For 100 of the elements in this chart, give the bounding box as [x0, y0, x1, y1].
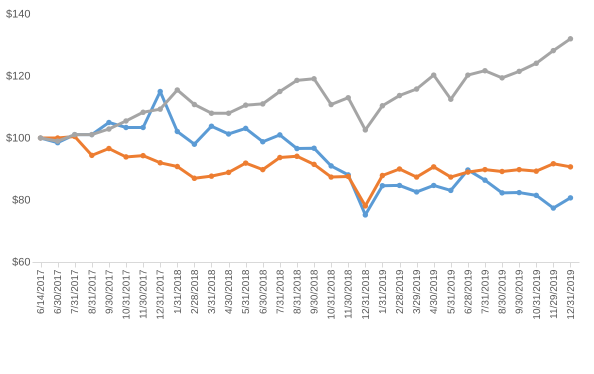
x-tick-label: 6/30/2018	[258, 269, 270, 314]
point	[414, 86, 420, 92]
point	[260, 138, 266, 144]
point	[534, 192, 540, 198]
x-tick-label: 2/28/2019	[395, 269, 406, 314]
x-tick-label: 10/31/2017	[122, 269, 133, 320]
x-tick-label: 12/31/2019	[566, 269, 577, 320]
point	[499, 168, 505, 174]
point	[277, 88, 283, 94]
x-tick-label: 8/31/2017	[87, 269, 98, 314]
y-tick-label: $60	[12, 256, 30, 268]
point	[242, 102, 248, 108]
point	[328, 174, 334, 180]
point	[123, 118, 129, 124]
point	[482, 68, 488, 74]
point	[430, 182, 436, 188]
point	[396, 182, 402, 188]
x-tick-label: 7/31/2018	[275, 269, 286, 314]
x-tick-label: 5/31/2019	[446, 269, 458, 314]
x-tick-label: 7/31/2019	[480, 269, 492, 314]
point	[396, 92, 402, 98]
point	[242, 160, 248, 166]
point	[568, 164, 574, 170]
point	[414, 189, 420, 195]
x-tick-label: 9/30/2019	[514, 269, 526, 314]
point	[482, 166, 488, 172]
point	[345, 94, 351, 100]
point	[380, 103, 386, 108]
point	[242, 126, 248, 132]
point	[226, 131, 232, 137]
x-tick-label: 12/31/2018	[360, 269, 372, 320]
point	[192, 141, 198, 147]
y-tick-label: $80	[12, 194, 30, 206]
point	[294, 78, 300, 84]
point	[499, 75, 505, 81]
point	[294, 146, 300, 152]
point	[534, 168, 540, 174]
point	[550, 160, 556, 166]
point	[140, 124, 146, 130]
point	[311, 76, 317, 82]
x-tick-label: 1/31/2018	[172, 269, 184, 314]
point	[448, 188, 454, 194]
x-tick-label: 4/30/2018	[224, 269, 236, 314]
x-tick-label: 1/31/2019	[378, 269, 389, 314]
point	[380, 172, 386, 178]
y-tick-label: $140	[6, 8, 30, 20]
point	[157, 106, 163, 112]
point	[568, 36, 574, 42]
point	[89, 152, 95, 158]
point	[534, 60, 540, 66]
x-tick-label: 3/31/2018	[206, 269, 218, 314]
point	[106, 126, 112, 132]
x-tick-label: 2/28/2018	[190, 269, 201, 314]
point	[106, 120, 112, 126]
x-tick-label: 8/30/2019	[498, 269, 509, 314]
point	[328, 102, 334, 108]
point	[380, 183, 386, 188]
point	[414, 174, 420, 180]
point	[482, 177, 488, 183]
x-tick-label: 8/31/2018	[292, 269, 304, 314]
point	[311, 145, 317, 151]
point	[192, 102, 198, 108]
x-tick-label: 6/14/2017	[36, 269, 48, 314]
x-tick-label: 6/28/2019	[463, 269, 474, 314]
point	[550, 205, 556, 211]
point	[465, 72, 471, 78]
point	[123, 154, 129, 160]
x-tick-label: 10/31/2019	[532, 269, 543, 320]
point	[430, 72, 436, 78]
point	[260, 101, 266, 107]
point	[106, 146, 112, 152]
x-tick-label: 9/30/2018	[310, 269, 321, 314]
x-tick-label: 4/30/2019	[429, 269, 440, 314]
point	[140, 110, 146, 116]
x-tick-label: 6/30/2017	[53, 269, 64, 314]
point	[396, 166, 402, 172]
point	[550, 48, 556, 54]
point	[311, 162, 317, 168]
point	[123, 124, 129, 130]
y-tick-label: $100	[6, 132, 30, 144]
point	[277, 132, 283, 138]
point	[328, 163, 334, 169]
x-tick-label: 11/29/2019	[548, 269, 560, 319]
x-tick-label: 11/30/2018	[344, 269, 355, 319]
x-tick-label: 7/31/2017	[70, 269, 82, 314]
x-tick-label: 9/30/2017	[104, 269, 116, 314]
point	[516, 190, 522, 196]
point	[174, 128, 180, 134]
point	[208, 110, 214, 116]
x-tick-label: 5/31/2018	[241, 269, 252, 314]
point	[499, 190, 505, 196]
point	[294, 154, 300, 160]
point	[260, 166, 266, 172]
point	[226, 110, 232, 116]
point	[174, 87, 180, 93]
point	[516, 166, 522, 172]
point	[430, 164, 436, 170]
x-tick-label: 12/31/2017	[156, 269, 167, 320]
x-tick-label: 3/29/2019	[412, 269, 424, 314]
point	[516, 68, 522, 74]
